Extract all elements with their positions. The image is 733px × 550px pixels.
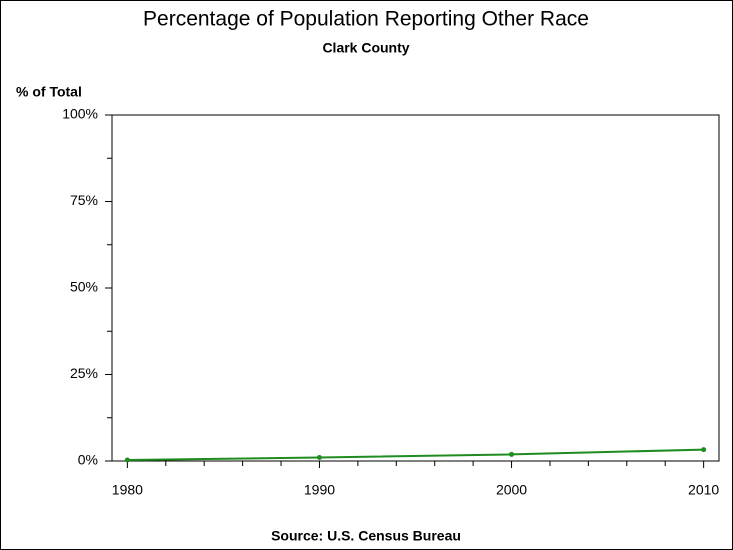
y-tick-label: 0%: [78, 452, 98, 468]
data-point: [701, 447, 707, 453]
data-point: [124, 457, 130, 463]
y-tick-label: 50%: [70, 279, 98, 295]
x-tick-label: 1990: [304, 482, 335, 498]
data-point: [316, 455, 322, 461]
y-tick-label: 25%: [70, 365, 98, 381]
x-tick-label: 2010: [688, 482, 719, 498]
chart-title: Percentage of Population Reporting Other…: [143, 8, 589, 31]
chart-subtitle: Clark County: [322, 40, 409, 56]
y-tick-label: 75%: [70, 192, 98, 208]
y-axis-label: % of Total: [16, 84, 82, 100]
y-tick-label: 100%: [62, 106, 98, 122]
x-tick-label: 2000: [496, 482, 527, 498]
x-tick-label: 1980: [112, 482, 143, 498]
source-note: Source: U.S. Census Bureau: [271, 528, 461, 544]
data-point: [509, 451, 515, 457]
series-line: [127, 448, 704, 461]
